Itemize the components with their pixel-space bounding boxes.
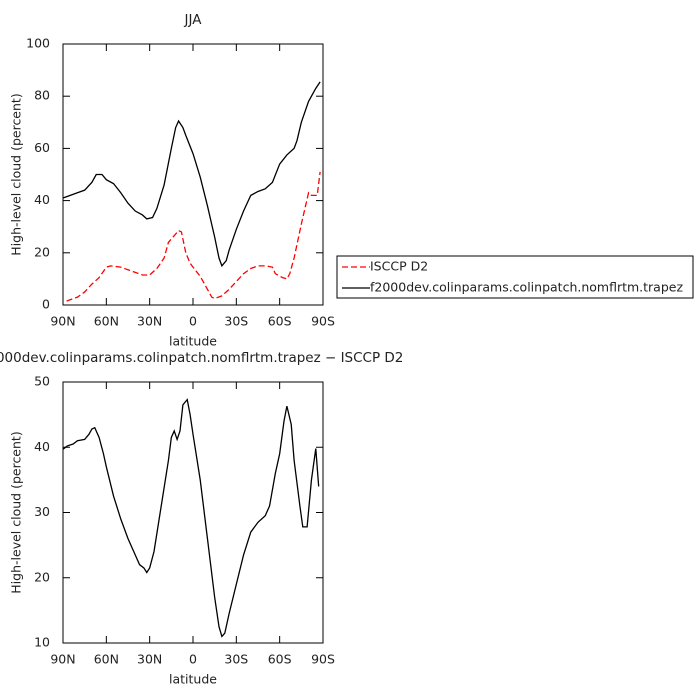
x-tick-label: 60S bbox=[268, 652, 292, 667]
x-tick-label: 60N bbox=[94, 652, 119, 667]
y-tick-label: 0 bbox=[42, 297, 50, 312]
data-line bbox=[62, 81, 321, 268]
x-tick-label: 30S bbox=[224, 652, 248, 667]
x-tick-label: 0 bbox=[189, 314, 197, 329]
chart-title: JJA bbox=[184, 12, 203, 28]
y-tick-label: 10 bbox=[34, 635, 50, 650]
y-axis-label: High-level cloud (percent) bbox=[9, 93, 24, 255]
y-tick-label: 40 bbox=[34, 439, 50, 454]
data-line bbox=[66, 171, 321, 302]
y-tick-label: 20 bbox=[34, 569, 50, 584]
data-line bbox=[62, 398, 320, 638]
chart-title: f2000dev.colinparams.colinpatch.nomflrtm… bbox=[0, 350, 403, 366]
y-tick-label: 60 bbox=[34, 140, 50, 155]
legend-box bbox=[336, 255, 694, 299]
y-tick-label: 100 bbox=[26, 36, 50, 51]
x-axis-label: latitude bbox=[169, 334, 217, 349]
y-tick-label: 20 bbox=[34, 244, 50, 259]
y-axis-label: High-level cloud (percent) bbox=[9, 431, 24, 593]
x-tick-label: 30N bbox=[137, 652, 162, 667]
x-tick-label: 30N bbox=[137, 314, 162, 329]
x-axis-label: latitude bbox=[169, 672, 217, 687]
x-tick-label: 60S bbox=[268, 314, 292, 329]
x-tick-label: 90S bbox=[311, 652, 335, 667]
x-tick-label: 30S bbox=[224, 314, 248, 329]
y-tick-label: 50 bbox=[34, 374, 50, 389]
x-tick-label: 0 bbox=[189, 652, 197, 667]
legend-label: f2000dev.colinparams.colinpatch.nomflrtm… bbox=[370, 280, 683, 295]
x-tick-label: 60N bbox=[94, 314, 119, 329]
x-tick-label: 90N bbox=[50, 314, 75, 329]
legend-label: ISCCP D2 bbox=[370, 259, 428, 274]
y-tick-label: 30 bbox=[34, 504, 50, 519]
y-tick-label: 40 bbox=[34, 192, 50, 207]
y-tick-label: 80 bbox=[34, 88, 50, 103]
x-tick-label: 90N bbox=[50, 652, 75, 667]
x-tick-label: 90S bbox=[311, 314, 335, 329]
